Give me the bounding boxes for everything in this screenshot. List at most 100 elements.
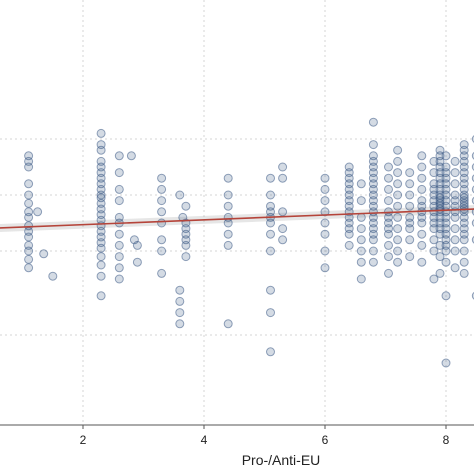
- data-point: [450, 179, 460, 189]
- data-point: [441, 257, 451, 267]
- data-point: [429, 235, 439, 245]
- data-point: [181, 240, 191, 250]
- data-point: [459, 268, 469, 278]
- data-point: [157, 235, 167, 245]
- x-tick-label: 2: [80, 433, 87, 447]
- data-point: [441, 151, 451, 161]
- data-point: [96, 271, 106, 281]
- data-point: [356, 257, 366, 267]
- data-point: [278, 235, 288, 245]
- data-point: [435, 252, 445, 262]
- data-point: [320, 246, 330, 256]
- data-points: [24, 117, 474, 368]
- data-point: [223, 173, 233, 183]
- data-point: [356, 246, 366, 256]
- data-point: [393, 156, 403, 166]
- data-point: [320, 263, 330, 273]
- data-point: [450, 224, 460, 234]
- data-point: [266, 229, 275, 239]
- data-point: [96, 145, 106, 155]
- data-point: [368, 235, 378, 245]
- data-point: [393, 201, 403, 211]
- data-point: [278, 173, 288, 183]
- data-point: [24, 212, 34, 222]
- data-point: [417, 184, 427, 194]
- data-point: [114, 168, 124, 178]
- data-point: [24, 263, 34, 273]
- data-point: [278, 162, 288, 172]
- data-point: [459, 257, 469, 267]
- data-point: [405, 201, 415, 211]
- data-point: [114, 274, 124, 284]
- data-point: [405, 168, 415, 178]
- data-point: [266, 173, 275, 183]
- data-point: [356, 212, 366, 222]
- data-point: [114, 184, 124, 194]
- data-point: [417, 257, 427, 267]
- data-point: [459, 246, 469, 256]
- data-point: [96, 243, 106, 253]
- data-point: [157, 218, 167, 228]
- data-point: [368, 140, 378, 150]
- data-point: [384, 268, 393, 278]
- data-point: [417, 151, 427, 161]
- data-point: [175, 190, 185, 200]
- data-point: [175, 296, 185, 306]
- data-point: [405, 179, 415, 189]
- data-point: [393, 246, 403, 256]
- data-point: [344, 240, 354, 250]
- data-point: [181, 252, 191, 262]
- data-point: [157, 246, 167, 256]
- data-point: [132, 240, 142, 250]
- data-point: [356, 235, 366, 245]
- data-point: [450, 246, 460, 256]
- data-point: [393, 224, 403, 234]
- data-point: [96, 260, 106, 270]
- data-point: [266, 246, 275, 256]
- data-point: [384, 173, 393, 183]
- data-point: [356, 224, 366, 234]
- data-point: [24, 246, 34, 256]
- data-point: [393, 190, 403, 200]
- data-point: [266, 308, 275, 318]
- data-point: [266, 285, 275, 295]
- data-point: [175, 285, 185, 295]
- data-point: [223, 229, 233, 239]
- data-point: [157, 173, 167, 183]
- data-point: [24, 254, 34, 264]
- data-point: [393, 257, 403, 267]
- data-point: [384, 184, 393, 194]
- data-point: [48, 271, 58, 281]
- data-point: [96, 291, 106, 301]
- grid: [0, 0, 474, 425]
- data-point: [175, 308, 185, 318]
- data-point: [320, 218, 330, 228]
- data-point: [223, 319, 233, 329]
- data-point: [132, 257, 142, 267]
- data-point: [223, 240, 233, 250]
- data-point: [368, 246, 378, 256]
- data-point: [356, 196, 366, 206]
- data-point: [441, 358, 451, 368]
- data-point: [356, 274, 366, 284]
- data-point: [24, 232, 34, 242]
- data-point: [368, 257, 378, 267]
- data-point: [384, 162, 393, 172]
- data-point: [417, 162, 427, 172]
- x-tick-label: 8: [443, 433, 450, 447]
- data-point: [405, 235, 415, 245]
- data-point: [157, 268, 167, 278]
- data-point: [441, 291, 451, 301]
- data-point: [435, 268, 445, 278]
- data-point: [320, 196, 330, 206]
- data-point: [96, 128, 106, 138]
- data-point: [417, 240, 427, 250]
- data-point: [24, 162, 34, 172]
- data-point: [24, 179, 34, 189]
- data-point: [393, 168, 403, 178]
- data-point: [429, 156, 439, 166]
- data-point: [429, 274, 439, 284]
- data-point: [114, 229, 124, 239]
- data-point: [181, 201, 191, 211]
